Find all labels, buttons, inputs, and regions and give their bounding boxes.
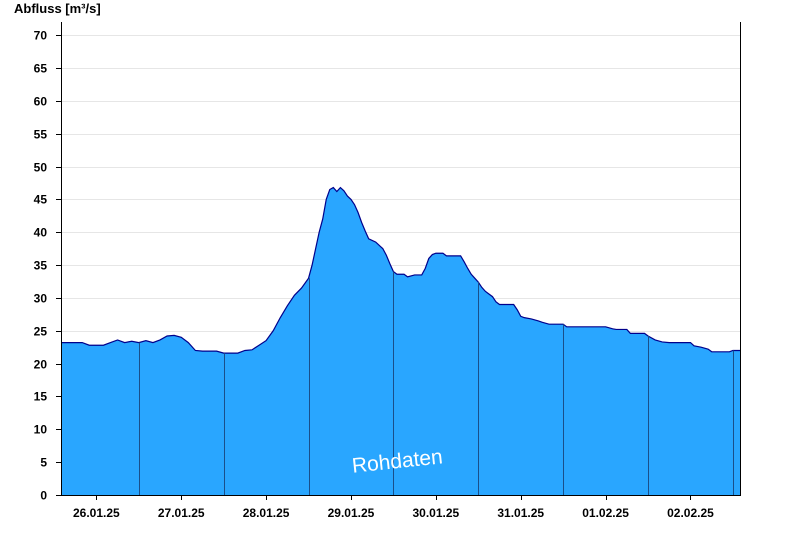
x-tick-label-0: 26.01.25: [73, 506, 120, 520]
series-line-0: [61, 186, 740, 354]
y-tick-label-40: 40: [34, 226, 48, 240]
x-tick-label-3: 29.01.25: [328, 506, 375, 520]
x-tick-label-1: 27.01.25: [158, 506, 205, 520]
y-tick-label-5: 5: [40, 456, 47, 470]
y-tick-label-45: 45: [34, 193, 48, 207]
y-tick-label-70: 70: [34, 29, 48, 43]
y-axis-label: Abfluss [m³/s]: [14, 1, 101, 16]
y-tick-label-0: 0: [40, 489, 47, 503]
y-tick-label-25: 25: [34, 325, 48, 339]
x-tick-label-4: 30.01.25: [413, 506, 460, 520]
y-tick-label-15: 15: [34, 390, 48, 404]
x-tick-label-7: 02.02.25: [667, 506, 714, 520]
y-tick-label-60: 60: [34, 95, 48, 109]
day-separator-lines: [139, 271, 734, 495]
data-area: [61, 186, 740, 496]
y-axis-ticks: 0 5 10 15 20 25 30 35 40 45 50 55 60 65 70: [34, 29, 61, 503]
series-area-0: [61, 187, 740, 496]
x-tick-label-6: 01.02.25: [582, 506, 629, 520]
y-tick-label-10: 10: [34, 423, 48, 437]
x-axis-ticks: 26.01.25 27.01.25 28.01.25 29.01.25 30.01.25…: [73, 495, 714, 520]
y-tick-label-35: 35: [34, 259, 48, 273]
x-tick-label-2: 28.01.25: [243, 506, 290, 520]
y-tick-label-55: 55: [34, 128, 48, 142]
y-tick-label-20: 20: [34, 358, 48, 372]
y-tick-label-50: 50: [34, 161, 48, 175]
x-tick-label-5: 31.01.25: [497, 506, 544, 520]
y-tick-label-30: 30: [34, 292, 48, 306]
axes: [61, 22, 741, 496]
y-tick-label-65: 65: [34, 62, 48, 76]
